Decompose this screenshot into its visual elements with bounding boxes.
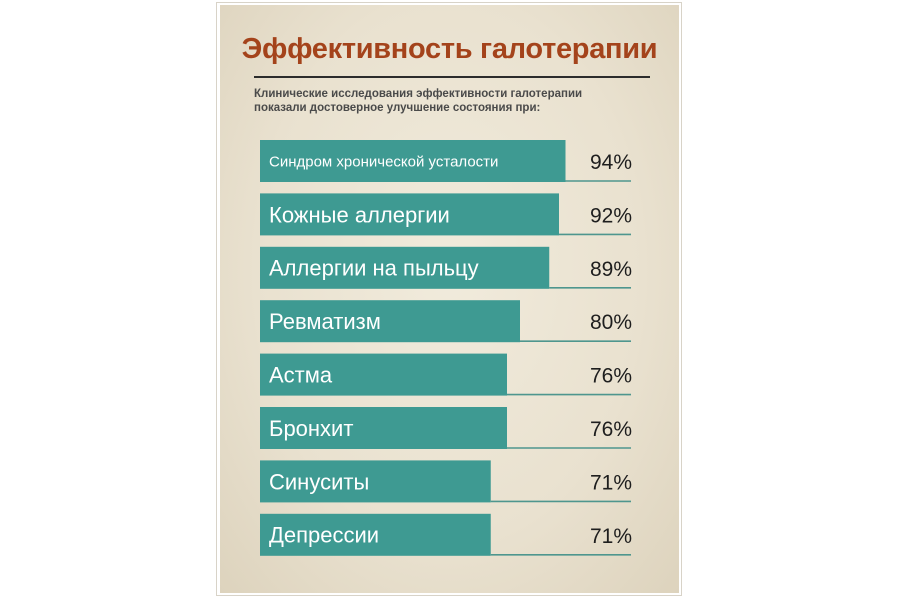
bar-label: Кожные аллергии — [269, 202, 450, 227]
bar-label: Синуситы — [269, 469, 369, 494]
value-label: 71% — [590, 471, 632, 494]
subtitle-line-1: Клинические исследования эффективности г… — [254, 88, 583, 100]
subtitle-line-2: показали достоверное улучшение состояния… — [254, 102, 541, 114]
bar — [260, 460, 491, 503]
bar — [260, 300, 520, 343]
infographic-poster: Эффективность галотерапии Клинические ис… — [220, 5, 679, 593]
bar-label: Ревматизм — [269, 309, 381, 334]
value-label: 80% — [590, 311, 632, 334]
bar-label: Синдром хронической усталости — [269, 153, 498, 170]
bar-label: Депрессии — [269, 523, 379, 548]
value-label: 94% — [590, 151, 632, 174]
value-label: 76% — [590, 365, 632, 388]
bar — [260, 246, 550, 289]
bar-label: Астма — [269, 363, 333, 388]
chart-subtitle: Клинические исследования эффективности г… — [254, 87, 654, 115]
bar — [260, 407, 507, 449]
value-label: 89% — [590, 258, 632, 281]
value-label: 76% — [590, 418, 632, 441]
title-divider — [254, 76, 650, 78]
bar — [260, 193, 559, 236]
chart-title: Эффективность галотерапии — [241, 33, 658, 65]
bar-chart: Синдром хронической усталости 94% Кожные а… — [260, 140, 632, 556]
value-label: 92% — [590, 204, 632, 227]
bar — [260, 140, 566, 182]
bar-label: Бронхит — [269, 416, 353, 441]
value-label: 71% — [590, 525, 632, 548]
bar — [260, 513, 491, 556]
bar-label: Аллергии на пыльцу — [269, 256, 479, 281]
bar — [260, 353, 507, 396]
